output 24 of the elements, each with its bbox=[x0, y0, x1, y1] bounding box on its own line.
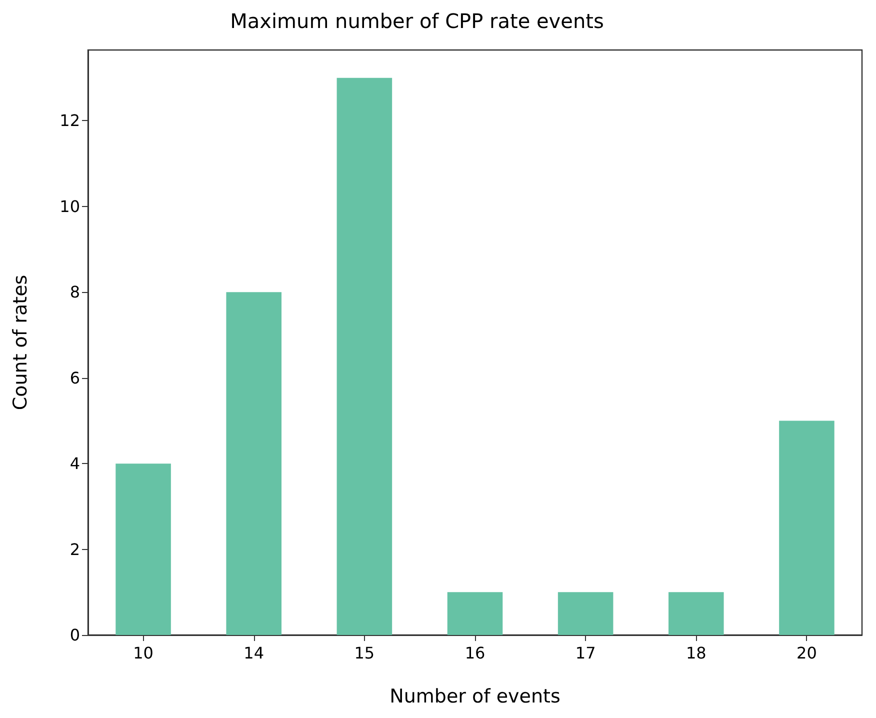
x-axis-title: Number of events bbox=[390, 686, 560, 708]
x-tick-label: 18 bbox=[686, 644, 706, 662]
y-tick-label: 6 bbox=[70, 368, 80, 388]
bar bbox=[226, 292, 282, 635]
bar bbox=[779, 420, 834, 635]
y-tick-label: 12 bbox=[60, 111, 80, 130]
x-tick-label: 10 bbox=[133, 644, 154, 662]
chart-title: Maximum number of CPP rate events bbox=[230, 9, 604, 33]
y-axis-title: Count of rates bbox=[10, 274, 32, 410]
y-tick-label: 0 bbox=[70, 626, 80, 644]
x-tick-label: 16 bbox=[464, 644, 486, 662]
x-tick-label: 20 bbox=[796, 644, 817, 662]
bar bbox=[447, 592, 503, 635]
x-tick-label: 17 bbox=[575, 644, 596, 662]
bar bbox=[116, 464, 171, 635]
bar bbox=[668, 592, 724, 635]
y-tick-label: 4 bbox=[70, 454, 80, 474]
y-tick-label: 8 bbox=[70, 282, 80, 302]
y-tick-label: 2 bbox=[70, 540, 80, 559]
y-tick-label: 10 bbox=[60, 196, 80, 216]
bar bbox=[558, 592, 614, 635]
x-tick-label: 14 bbox=[244, 644, 264, 662]
bar bbox=[336, 78, 392, 635]
x-tick-label: 15 bbox=[354, 644, 375, 662]
